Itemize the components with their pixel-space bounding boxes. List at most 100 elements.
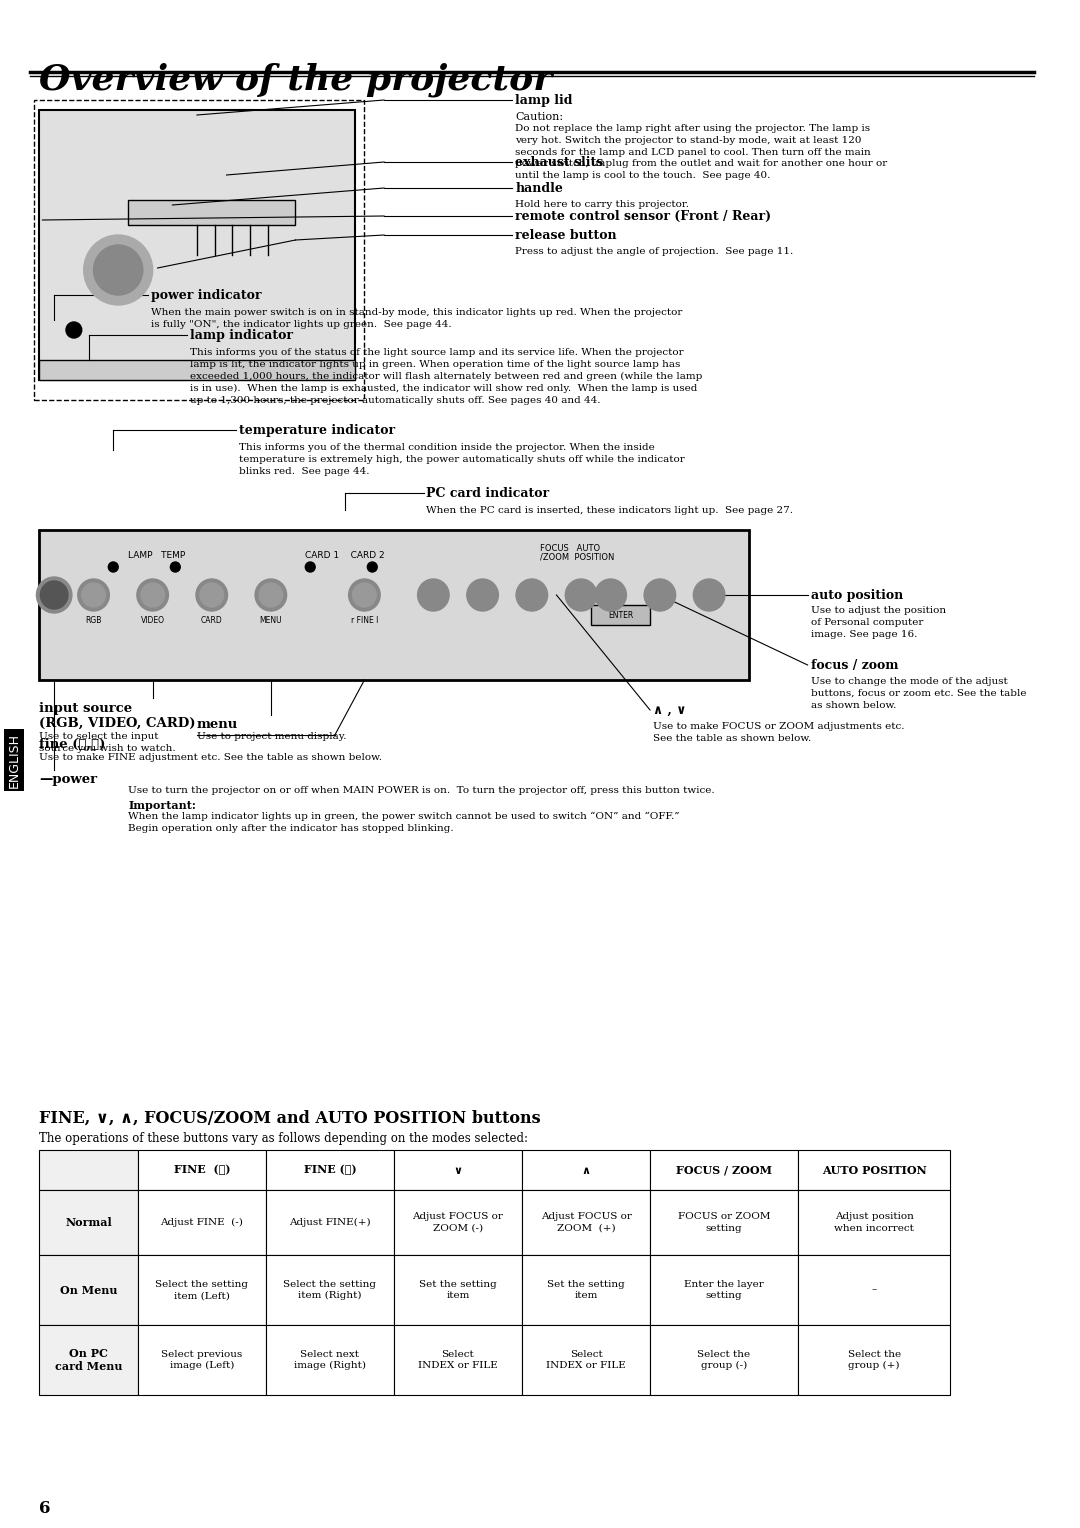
Text: ∨: ∨	[454, 1164, 462, 1175]
Circle shape	[367, 562, 377, 571]
Text: The operations of these buttons vary as follows depending on the modes selected:: The operations of these buttons vary as …	[39, 1132, 528, 1144]
Circle shape	[200, 584, 224, 607]
Text: Use to select the input
source you wish to watch.: Use to select the input source you wish …	[39, 732, 176, 753]
Bar	[39, 361, 354, 380]
Text: CARD 1    CARD 2: CARD 1 CARD 2	[306, 550, 384, 559]
Bar	[138, 1151, 266, 1190]
Text: RGB: RGB	[85, 616, 102, 625]
Text: Adjust position
when incorrect: Adjust position when incorrect	[834, 1212, 914, 1233]
Text: Select the setting
item (Right): Select the setting item (Right)	[283, 1280, 377, 1300]
Bar	[798, 1151, 950, 1190]
Text: Important:: Important:	[129, 801, 195, 811]
Text: input source
(RGB, VIDEO, CARD): input source (RGB, VIDEO, CARD)	[39, 701, 195, 730]
Text: MENU: MENU	[259, 616, 282, 625]
Bar	[522, 1325, 650, 1395]
Circle shape	[418, 579, 449, 611]
Text: FINE (❭): FINE (❭)	[303, 1164, 356, 1175]
Text: Use to adjust the position
of Personal computer
image. See page 16.: Use to adjust the position of Personal c…	[811, 607, 946, 639]
Text: Select the setting
item (Left): Select the setting item (Left)	[156, 1280, 248, 1300]
Text: Do not replace the lamp right after using the projector. The lamp is
very hot. S: Do not replace the lamp right after usin…	[515, 124, 888, 180]
Text: menu: menu	[197, 718, 239, 730]
Text: CARD: CARD	[201, 616, 222, 625]
Text: Use to make FOCUS or ZOOM adjustments etc.
See the table as shown below.: Use to make FOCUS or ZOOM adjustments et…	[653, 723, 904, 743]
Bar	[650, 1151, 798, 1190]
Circle shape	[82, 584, 106, 607]
Text: FOCUS / ZOOM: FOCUS / ZOOM	[676, 1164, 772, 1175]
Bar	[650, 1325, 798, 1395]
Bar	[266, 1151, 394, 1190]
Circle shape	[259, 584, 283, 607]
Circle shape	[595, 579, 626, 611]
Circle shape	[693, 579, 725, 611]
Text: release button: release button	[515, 229, 617, 241]
Text: Adjust FOCUS or
ZOOM (-): Adjust FOCUS or ZOOM (-)	[413, 1212, 503, 1233]
Text: Select previous
image (Left): Select previous image (Left)	[161, 1349, 243, 1371]
Text: exhaust slits: exhaust slits	[515, 156, 604, 168]
Text: FOCUS or ZOOM
setting: FOCUS or ZOOM setting	[677, 1212, 770, 1233]
Text: When the main power switch is on in stand-by mode, this indicator lights up red.: When the main power switch is on in stan…	[151, 309, 683, 329]
Bar	[394, 1254, 522, 1325]
Text: Caution:: Caution:	[515, 112, 563, 122]
Text: Select the
group (+): Select the group (+)	[848, 1349, 901, 1371]
Circle shape	[352, 584, 376, 607]
Text: Press to adjust the angle of projection.  See page 11.: Press to adjust the angle of projection.…	[515, 248, 794, 257]
Bar	[522, 1151, 650, 1190]
Text: Set the setting
item: Set the setting item	[419, 1280, 497, 1300]
Text: Overview of the projector: Overview of the projector	[39, 63, 553, 96]
Text: This informs you of the status of the light source lamp and its service life. Wh: This informs you of the status of the li…	[190, 348, 702, 405]
Text: —power: —power	[39, 773, 97, 785]
Bar	[522, 1190, 650, 1254]
Text: FINE  (❬): FINE (❬)	[174, 1164, 230, 1175]
Text: When the lamp indicator lights up in green, the power switch cannot be used to s: When the lamp indicator lights up in gre…	[129, 811, 679, 833]
Circle shape	[516, 579, 548, 611]
Circle shape	[644, 579, 676, 611]
Text: Normal: Normal	[65, 1216, 112, 1229]
Text: ENGLISH: ENGLISH	[8, 732, 21, 787]
Circle shape	[349, 579, 380, 611]
Text: VIDEO: VIDEO	[140, 616, 164, 625]
Bar	[394, 1190, 522, 1254]
Circle shape	[306, 562, 315, 571]
Bar	[650, 1190, 798, 1254]
Text: ∧: ∧	[581, 1164, 591, 1175]
Text: Adjust FOCUS or
ZOOM  (+): Adjust FOCUS or ZOOM (+)	[541, 1212, 632, 1233]
Text: power indicator: power indicator	[151, 289, 261, 301]
Text: r FINE l: r FINE l	[351, 616, 378, 625]
Text: On PC
card Menu: On PC card Menu	[55, 1348, 122, 1372]
Circle shape	[78, 579, 109, 611]
Text: Use to turn the projector on or off when MAIN POWER is on.  To turn the projecto: Use to turn the projector on or off when…	[129, 785, 715, 795]
Text: lamp indicator: lamp indicator	[190, 329, 293, 341]
Circle shape	[40, 581, 68, 610]
Bar	[394, 1151, 522, 1190]
Text: FINE, ∨, ∧, FOCUS/ZOOM and AUTO POSITION buttons: FINE, ∨, ∧, FOCUS/ZOOM and AUTO POSITION…	[39, 1109, 541, 1128]
Bar	[39, 1190, 138, 1254]
Bar	[266, 1325, 394, 1395]
Text: When the PC card is inserted, these indicators light up.  See page 27.: When the PC card is inserted, these indi…	[427, 506, 794, 515]
Text: Select the
group (-): Select the group (-)	[698, 1349, 751, 1371]
Text: –: –	[872, 1285, 877, 1294]
Text: Use to make FINE adjustment etc. See the table as shown below.: Use to make FINE adjustment etc. See the…	[39, 753, 382, 762]
Bar	[798, 1190, 950, 1254]
Circle shape	[84, 235, 152, 306]
Bar	[39, 1151, 138, 1190]
Circle shape	[66, 322, 82, 338]
Text: On Menu: On Menu	[59, 1285, 118, 1296]
Text: Adjust FINE(+): Adjust FINE(+)	[289, 1218, 370, 1227]
Circle shape	[108, 562, 118, 571]
Bar	[39, 110, 354, 380]
Text: auto position: auto position	[811, 588, 903, 602]
Text: Use to project menu display.: Use to project menu display.	[197, 732, 347, 741]
Bar	[798, 1325, 950, 1395]
Text: remote control sensor (Front / Rear): remote control sensor (Front / Rear)	[515, 209, 771, 223]
Text: 6: 6	[39, 1500, 51, 1517]
Bar	[39, 530, 748, 680]
Text: Adjust FINE  (-): Adjust FINE (-)	[161, 1218, 243, 1227]
Bar	[394, 1325, 522, 1395]
Text: Use to change the mode of the adjust
buttons, focus or zoom etc. See the table
a: Use to change the mode of the adjust but…	[811, 677, 1026, 709]
Circle shape	[255, 579, 286, 611]
Bar	[39, 1325, 138, 1395]
Bar	[39, 1254, 138, 1325]
Text: Select
INDEX or FILE: Select INDEX or FILE	[546, 1349, 626, 1371]
Text: temperature indicator: temperature indicator	[240, 423, 395, 437]
Text: This informs you of the thermal condition inside the projector. When the inside
: This informs you of the thermal conditio…	[240, 443, 685, 475]
